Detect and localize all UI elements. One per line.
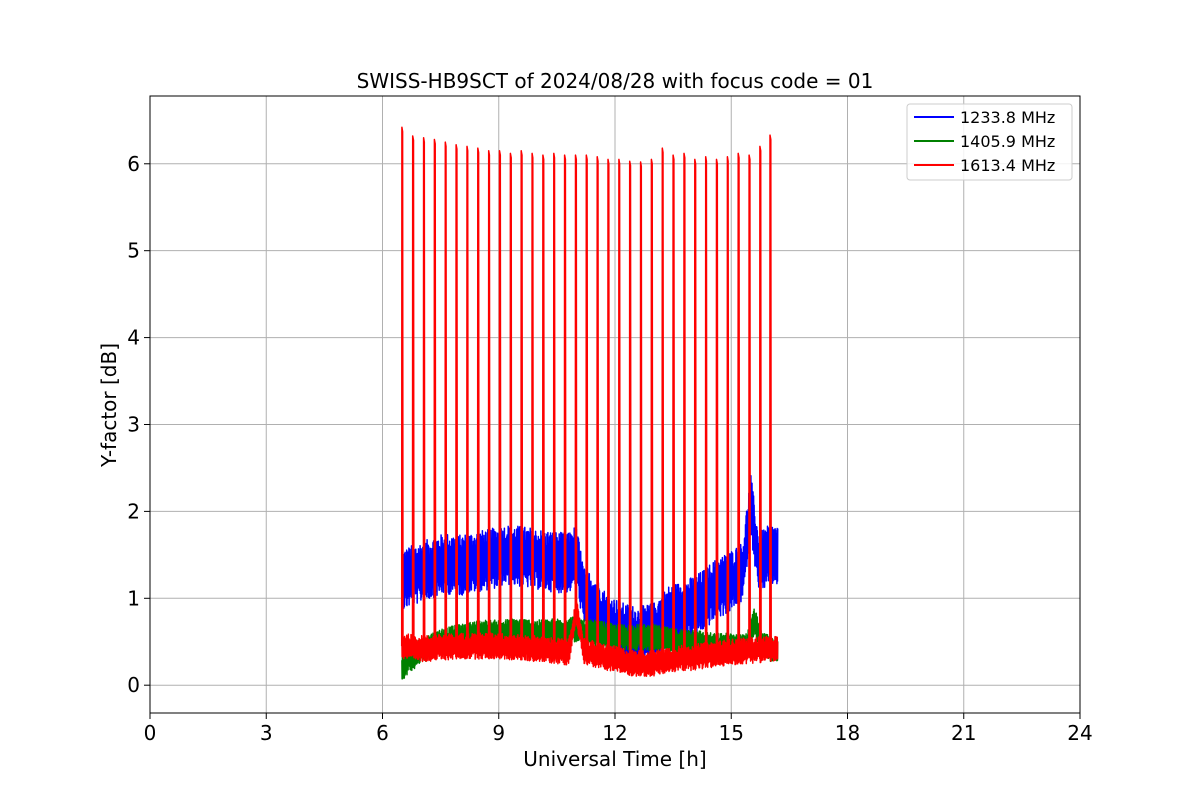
y-tick-label: 1 bbox=[127, 586, 140, 610]
x-tick-label: 24 bbox=[1067, 721, 1092, 745]
plot-area bbox=[400, 126, 779, 680]
y-tick-label: 3 bbox=[127, 412, 140, 436]
grid bbox=[149, 96, 1081, 713]
x-tick-label: 0 bbox=[144, 721, 157, 745]
legend: 1233.8 MHz 1405.9 MHz 1613.4 MHz bbox=[906, 103, 1073, 181]
x-tick-label: 15 bbox=[719, 721, 744, 745]
series-line-0 bbox=[401, 474, 779, 667]
y-tick-label: 5 bbox=[127, 239, 140, 263]
y-axis-label: Y-factor [dB] bbox=[97, 343, 121, 468]
x-tick-label: 3 bbox=[260, 721, 273, 745]
x-axis-ticks: 0 3 6 9 12 15 18 21 24 bbox=[144, 713, 1093, 745]
x-tick-label: 6 bbox=[376, 721, 389, 745]
legend-entry: 1233.8 MHz bbox=[960, 108, 1055, 127]
legend-box bbox=[906, 103, 1073, 181]
chart-title: SWISS-HB9SCT of 2024/08/28 with focus co… bbox=[357, 69, 874, 93]
x-tick-label: 21 bbox=[951, 721, 976, 745]
legend-entry: 1405.9 MHz bbox=[960, 132, 1055, 151]
series-line-2 bbox=[400, 126, 779, 678]
y-tick-label: 2 bbox=[127, 499, 140, 523]
y-tick-label: 4 bbox=[127, 326, 140, 350]
y-axis-ticks: 0 1 2 3 4 5 6 bbox=[127, 152, 150, 697]
x-tick-label: 18 bbox=[835, 721, 860, 745]
x-tick-label: 12 bbox=[602, 721, 627, 745]
y-tick-label: 0 bbox=[127, 673, 140, 697]
legend-entry: 1613.4 MHz bbox=[960, 156, 1055, 175]
y-tick-label: 6 bbox=[127, 152, 140, 176]
x-axis-label: Universal Time [h] bbox=[523, 747, 706, 771]
x-tick-label: 9 bbox=[492, 721, 505, 745]
